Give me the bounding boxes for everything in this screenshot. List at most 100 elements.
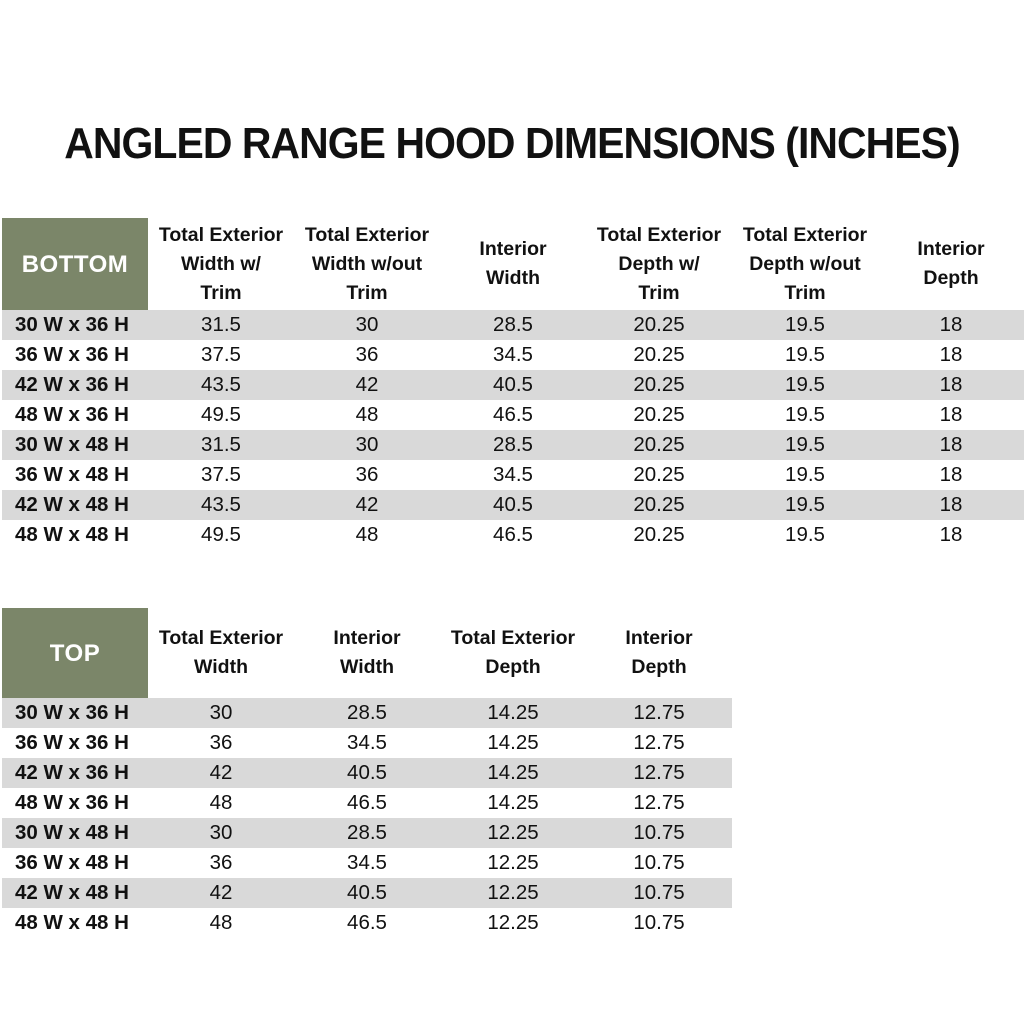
dimension-cell: 20.25 [586, 370, 732, 400]
dimension-cell: 49.5 [148, 520, 294, 550]
table-row: 30 W x 36 H 30 28.5 14.25 12.75 [2, 698, 732, 728]
row-label: 48 W x 36 H [2, 400, 148, 430]
dimension-cell: 46.5 [294, 788, 440, 818]
dimension-cell: 19.5 [732, 340, 878, 370]
dimension-cell: 28.5 [294, 698, 440, 728]
dimension-cell: 43.5 [148, 490, 294, 520]
table-row: 30 W x 36 H 31.5 30 28.5 20.25 19.5 18 [2, 310, 1024, 340]
row-label: 30 W x 36 H [2, 310, 148, 340]
dimension-cell: 18 [878, 400, 1024, 430]
page-title: ANGLED RANGE HOOD DIMENSIONS (INCHES) [64, 119, 960, 169]
dimension-cell: 18 [878, 520, 1024, 550]
dimension-cell: 20.25 [586, 460, 732, 490]
dimension-cell: 34.5 [294, 848, 440, 878]
row-label: 48 W x 48 H [2, 908, 148, 938]
dimension-cell: 49.5 [148, 400, 294, 430]
dimension-cell: 42 [148, 878, 294, 908]
dimension-cell: 19.5 [732, 520, 878, 550]
row-label: 48 W x 36 H [2, 788, 148, 818]
dimension-cell: 40.5 [294, 878, 440, 908]
dimension-cell: 10.75 [586, 908, 732, 938]
dimension-cell: 36 [294, 460, 440, 490]
table-row: 48 W x 36 H 48 46.5 14.25 12.75 [2, 788, 732, 818]
dimension-cell: 48 [294, 400, 440, 430]
dimension-cell: 19.5 [732, 490, 878, 520]
top-dimensions-table: TOP Total Exterior Width Interior Width Tot… [2, 608, 732, 938]
table-row: 48 W x 36 H 49.5 48 46.5 20.25 19.5 18 [2, 400, 1024, 430]
table-row: 36 W x 48 H 36 34.5 12.25 10.75 [2, 848, 732, 878]
dimension-cell: 14.25 [440, 728, 586, 758]
dimension-cell: 48 [148, 908, 294, 938]
dimension-cell: 34.5 [294, 728, 440, 758]
dimension-cell: 28.5 [294, 818, 440, 848]
dimension-cell: 42 [294, 370, 440, 400]
dimension-cell: 18 [878, 340, 1024, 370]
dimension-cell: 46.5 [440, 520, 586, 550]
dimension-cell: 14.25 [440, 698, 586, 728]
dimension-cell: 12.75 [586, 788, 732, 818]
dimension-cell: 12.25 [440, 818, 586, 848]
column-header: Total Exterior Width w/out Trim [294, 218, 440, 310]
dimension-cell: 40.5 [440, 490, 586, 520]
column-header: Total Exterior Width [148, 608, 294, 698]
dimension-cell: 31.5 [148, 310, 294, 340]
dimension-cell: 42 [294, 490, 440, 520]
row-label: 30 W x 36 H [2, 698, 148, 728]
dimension-cell: 18 [878, 370, 1024, 400]
dimension-cell: 31.5 [148, 430, 294, 460]
dimension-cell: 20.25 [586, 520, 732, 550]
dimension-cell: 14.25 [440, 788, 586, 818]
dimension-cell: 36 [148, 848, 294, 878]
table-row: 42 W x 48 H 42 40.5 12.25 10.75 [2, 878, 732, 908]
row-label: 30 W x 48 H [2, 430, 148, 460]
table-row: 30 W x 48 H 30 28.5 12.25 10.75 [2, 818, 732, 848]
table-row: 42 W x 48 H 43.5 42 40.5 20.25 19.5 18 [2, 490, 1024, 520]
dimension-cell: 36 [148, 728, 294, 758]
dimension-cell: 30 [148, 698, 294, 728]
dimension-cell: 36 [294, 340, 440, 370]
dimension-cell: 18 [878, 310, 1024, 340]
dimension-cell: 28.5 [440, 310, 586, 340]
dimension-cell: 46.5 [294, 908, 440, 938]
row-label: 48 W x 48 H [2, 520, 148, 550]
column-header: Total Exterior Depth w/ Trim [586, 218, 732, 310]
table-row: 48 W x 48 H 48 46.5 12.25 10.75 [2, 908, 732, 938]
bottom-dimensions-table: BOTTOM Total Exterior Width w/ Trim Total … [2, 218, 1024, 550]
dimension-cell: 19.5 [732, 430, 878, 460]
table-row: 36 W x 36 H 37.5 36 34.5 20.25 19.5 18 [2, 340, 1024, 370]
dimension-cell: 18 [878, 490, 1024, 520]
row-label: 42 W x 36 H [2, 758, 148, 788]
dimension-cell: 30 [148, 818, 294, 848]
dimension-cell: 20.25 [586, 310, 732, 340]
dimension-cell: 48 [148, 788, 294, 818]
dimension-cell: 10.75 [586, 818, 732, 848]
row-label: 36 W x 48 H [2, 460, 148, 490]
dimension-cell: 43.5 [148, 370, 294, 400]
dimension-cell: 40.5 [294, 758, 440, 788]
dimension-cell: 19.5 [732, 310, 878, 340]
dimension-cell: 19.5 [732, 370, 878, 400]
row-label: 36 W x 36 H [2, 728, 148, 758]
table-row: 42 W x 36 H 43.5 42 40.5 20.25 19.5 18 [2, 370, 1024, 400]
dimension-cell: 14.25 [440, 758, 586, 788]
dimension-cell: 28.5 [440, 430, 586, 460]
dimension-cell: 20.25 [586, 490, 732, 520]
dimension-cell: 12.75 [586, 758, 732, 788]
top-table-corner-label: TOP [2, 608, 148, 698]
dimension-cell: 12.25 [440, 908, 586, 938]
dimension-cell: 10.75 [586, 878, 732, 908]
dimension-cell: 18 [878, 460, 1024, 490]
column-header: Interior Depth [878, 218, 1024, 310]
dimension-cell: 18 [878, 430, 1024, 460]
table-row: 48 W x 48 H 49.5 48 46.5 20.25 19.5 18 [2, 520, 1024, 550]
dimension-cell: 42 [148, 758, 294, 788]
row-label: 42 W x 36 H [2, 370, 148, 400]
dimension-cell: 30 [294, 430, 440, 460]
table-row: 36 W x 48 H 37.5 36 34.5 20.25 19.5 18 [2, 460, 1024, 490]
dimension-cell: 12.25 [440, 878, 586, 908]
column-header: Interior Width [294, 608, 440, 698]
header-row: BOTTOM Total Exterior Width w/ Trim Total … [2, 218, 1024, 310]
row-label: 42 W x 48 H [2, 878, 148, 908]
table-row: 30 W x 48 H 31.5 30 28.5 20.25 19.5 18 [2, 430, 1024, 460]
dimension-cell: 40.5 [440, 370, 586, 400]
